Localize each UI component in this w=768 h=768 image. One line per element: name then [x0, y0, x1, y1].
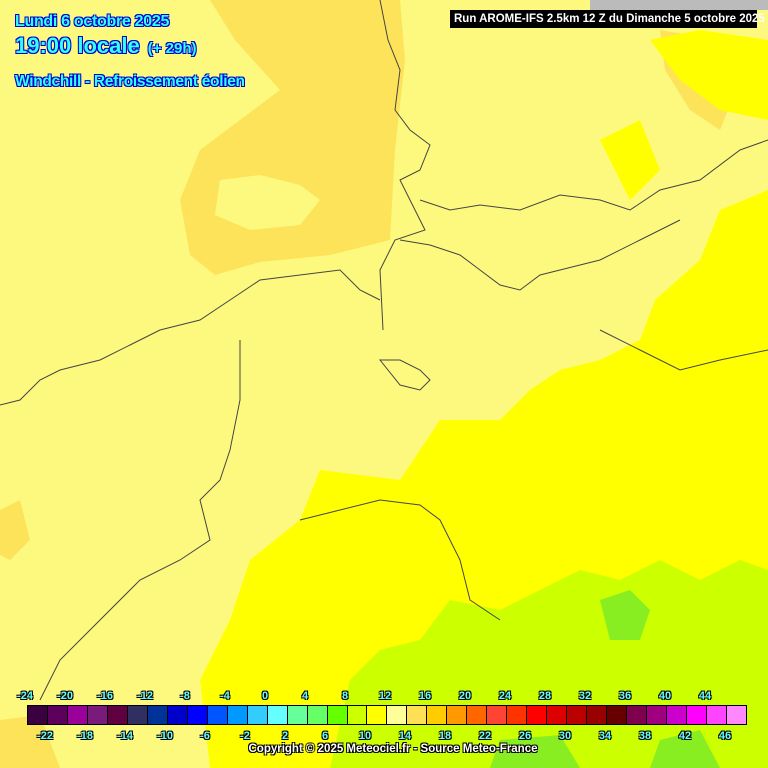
legend-swatch [607, 706, 628, 724]
legend-label-bottom: -6 [200, 730, 210, 742]
legend-label-top: -20 [57, 690, 73, 702]
parameter-title: Windchill - Refroissement éolien [15, 73, 245, 90]
legend-label-top: 44 [698, 690, 712, 702]
zone-14-16-ne [600, 30, 768, 200]
legend-swatch [47, 706, 68, 724]
forecast-lead-time: (+ 29h) [147, 40, 197, 57]
zone-18-20 [490, 590, 720, 768]
legend-swatch [507, 706, 528, 724]
legend-label-bottom: -18 [77, 730, 93, 742]
legend-swatch [527, 706, 548, 724]
zone-12-14-west [0, 500, 60, 768]
legend-label-top: 36 [618, 690, 632, 702]
legend-label-bottom: 18 [438, 730, 452, 742]
legend-label-bottom: 38 [638, 730, 652, 742]
legend-swatch [307, 706, 328, 724]
legend-label-top: -16 [97, 690, 113, 702]
legend-label-top: 12 [378, 690, 392, 702]
legend-swatch [487, 706, 508, 724]
legend-label-bottom: -2 [240, 730, 250, 742]
legend-swatch [587, 706, 608, 724]
coastlines-borders [0, 0, 768, 701]
legend-label-bottom: 26 [518, 730, 532, 742]
legend-label-bottom: 22 [478, 730, 492, 742]
legend-label-top: 16 [418, 690, 432, 702]
legend-swatch [147, 706, 168, 724]
forecast-local-time: 19:00 locale [15, 33, 140, 58]
legend-label-top: -24 [17, 690, 33, 702]
legend-swatch [187, 706, 208, 724]
legend-label-top: 4 [301, 690, 309, 702]
legend-label-bottom: -14 [117, 730, 133, 742]
model-run-info: Run AROME-IFS 2.5km 12 Z du Dimanche 5 o… [450, 10, 765, 28]
zone-12-14-island [215, 175, 320, 230]
legend-swatch [247, 706, 268, 724]
color-legend [27, 705, 747, 725]
legend-label-top: 8 [341, 690, 349, 702]
legend-swatch [627, 706, 648, 724]
legend-swatch [28, 706, 48, 724]
legend-swatch [706, 706, 727, 724]
forecast-time: 19:00 locale (+ 29h) [15, 33, 197, 59]
legend-swatch [167, 706, 188, 724]
legend-swatch [387, 706, 408, 724]
legend-swatch [87, 706, 108, 724]
legend-label-top: 32 [578, 690, 592, 702]
legend-swatch [726, 706, 746, 724]
legend-label-top: 0 [261, 690, 269, 702]
legend-label-bottom: 2 [281, 730, 289, 742]
legend-swatch [667, 706, 687, 724]
legend-label-bottom: 42 [678, 730, 692, 742]
legend-label-top: -12 [137, 690, 153, 702]
legend-label-bottom: 10 [358, 730, 372, 742]
legend-swatch [467, 706, 488, 724]
legend-swatch [407, 706, 428, 724]
legend-swatch [647, 706, 667, 724]
legend-label-bottom: 46 [718, 730, 732, 742]
copyright: Copyright © 2025 Meteociel.fr - Source M… [248, 743, 538, 755]
legend-label-bottom: 14 [398, 730, 412, 742]
legend-swatch [287, 706, 308, 724]
legend-swatch [207, 706, 228, 724]
legend-swatch [547, 706, 568, 724]
legend-label-top: 28 [538, 690, 552, 702]
legend-swatch [427, 706, 448, 724]
legend-label-bottom: 6 [321, 730, 329, 742]
legend-swatch [107, 706, 128, 724]
legend-swatch [267, 706, 288, 724]
legend-label-top: 20 [458, 690, 472, 702]
legend-label-top: -4 [220, 690, 230, 702]
legend-swatch [327, 706, 348, 724]
legend-swatch [567, 706, 588, 724]
legend-swatch [347, 706, 368, 724]
legend-swatch [367, 706, 388, 724]
legend-label-bottom: -22 [37, 730, 53, 742]
forecast-date: Lundi 6 octobre 2025 [15, 13, 170, 30]
legend-label-top: 40 [658, 690, 672, 702]
legend-swatch [67, 706, 88, 724]
legend-label-bottom: 30 [558, 730, 572, 742]
legend-label-bottom: -10 [157, 730, 173, 742]
legend-label-top: 24 [498, 690, 512, 702]
legend-swatch [227, 706, 248, 724]
legend-label-bottom: 34 [598, 730, 612, 742]
legend-swatch [127, 706, 148, 724]
no-data-area [590, 0, 768, 10]
legend-label-top: -8 [180, 690, 190, 702]
legend-swatch [447, 706, 468, 724]
legend-swatch [686, 706, 707, 724]
